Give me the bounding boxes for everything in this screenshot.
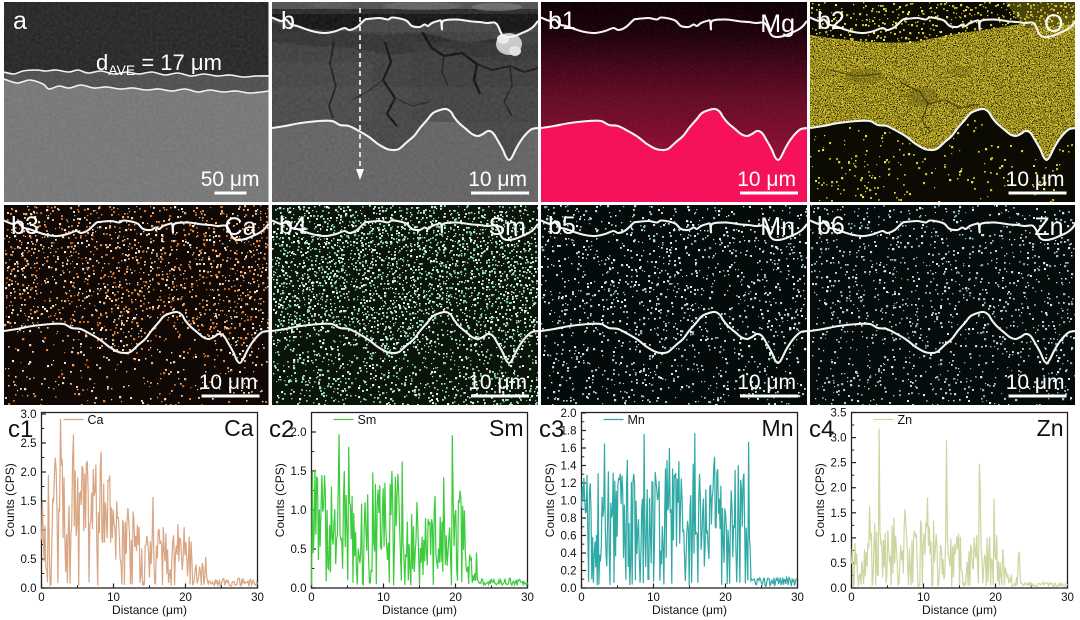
svg-text:Sm: Sm [489, 415, 524, 441]
svg-text:2.0: 2.0 [291, 427, 307, 439]
svg-text:0: 0 [848, 592, 854, 604]
svg-text:0.2: 0.2 [561, 566, 577, 578]
svg-text:10: 10 [107, 592, 120, 604]
svg-text:dAVE = 17 μm: dAVE = 17 μm [96, 50, 222, 78]
svg-text:0.5: 0.5 [831, 558, 847, 570]
svg-text:1.6: 1.6 [561, 443, 577, 455]
svg-text:20: 20 [989, 592, 1002, 604]
svg-text:1.8: 1.8 [561, 426, 577, 438]
svg-text:10: 10 [917, 592, 930, 604]
svg-text:0.0: 0.0 [831, 583, 847, 595]
svg-text:0.4: 0.4 [561, 548, 578, 560]
svg-text:Ca: Ca [225, 213, 257, 241]
svg-text:Zn: Zn [1037, 415, 1064, 441]
svg-text:30: 30 [1061, 592, 1074, 604]
svg-text:1.5: 1.5 [831, 508, 847, 520]
svg-text:0.8: 0.8 [561, 513, 577, 525]
svg-text:0.5: 0.5 [21, 554, 37, 566]
svg-text:10 μm: 10 μm [199, 371, 258, 394]
svg-text:1.5: 1.5 [291, 466, 307, 478]
svg-text:Mn: Mn [762, 415, 794, 441]
svg-text:1.5: 1.5 [21, 496, 37, 508]
svg-text:0.0: 0.0 [561, 583, 577, 595]
svg-text:1.2: 1.2 [561, 478, 577, 490]
svg-text:10: 10 [377, 592, 390, 604]
svg-text:2.0: 2.0 [561, 408, 577, 420]
svg-text:b5: b5 [548, 212, 576, 240]
svg-text:0.5: 0.5 [291, 544, 307, 556]
svg-text:Ca: Ca [88, 413, 104, 427]
svg-text:1.4: 1.4 [561, 461, 578, 473]
svg-text:30: 30 [521, 592, 534, 604]
svg-text:Zn: Zn [898, 413, 913, 427]
svg-text:10 μm: 10 μm [737, 168, 796, 191]
svg-text:Sm: Sm [488, 213, 526, 241]
svg-text:Counts (CPS): Counts (CPS) [3, 463, 17, 537]
svg-text:b4: b4 [279, 212, 307, 240]
svg-text:3.5: 3.5 [831, 408, 847, 420]
svg-text:2.0: 2.0 [21, 467, 37, 479]
svg-text:10 μm: 10 μm [737, 371, 796, 394]
svg-text:c2: c2 [269, 416, 294, 443]
svg-text:Distance (μm): Distance (μm) [382, 603, 457, 617]
svg-text:0: 0 [308, 592, 314, 604]
svg-text:1.0: 1.0 [21, 525, 37, 537]
svg-text:2.0: 2.0 [831, 483, 847, 495]
svg-text:Distance (μm): Distance (μm) [112, 603, 187, 617]
svg-text:2.5: 2.5 [21, 438, 37, 450]
svg-text:b1: b1 [548, 7, 576, 35]
svg-text:Ca: Ca [224, 415, 254, 441]
svg-text:0: 0 [38, 592, 44, 604]
svg-text:0.6: 0.6 [561, 531, 577, 543]
svg-text:Counts (CPS): Counts (CPS) [543, 463, 557, 537]
svg-text:Mn: Mn [628, 413, 645, 427]
svg-text:0.0: 0.0 [21, 583, 37, 595]
svg-text:Mg: Mg [760, 10, 795, 38]
svg-text:c3: c3 [539, 416, 564, 443]
svg-text:1.0: 1.0 [561, 496, 577, 508]
svg-text:Sm: Sm [358, 413, 377, 427]
svg-text:Distance (μm): Distance (μm) [652, 603, 727, 617]
svg-text:10 μm: 10 μm [468, 168, 527, 191]
svg-text:O: O [1044, 10, 1063, 38]
svg-text:a: a [13, 7, 27, 35]
svg-text:3.0: 3.0 [831, 433, 847, 445]
svg-text:20: 20 [719, 592, 732, 604]
svg-text:c4: c4 [809, 416, 834, 443]
svg-text:1.0: 1.0 [831, 533, 847, 545]
svg-text:b2: b2 [817, 7, 845, 35]
svg-text:10: 10 [647, 592, 660, 604]
svg-text:c1: c1 [8, 416, 33, 443]
svg-text:30: 30 [251, 592, 264, 604]
svg-text:10 μm: 10 μm [1005, 371, 1064, 394]
svg-text:20: 20 [179, 592, 192, 604]
svg-text:2.5: 2.5 [831, 458, 847, 470]
svg-text:1.0: 1.0 [291, 505, 307, 517]
svg-text:b6: b6 [817, 212, 845, 240]
svg-text:0: 0 [578, 592, 584, 604]
svg-text:Mn: Mn [760, 213, 795, 241]
svg-text:Zn: Zn [1034, 213, 1063, 241]
svg-text:Counts (CPS): Counts (CPS) [273, 463, 287, 537]
svg-text:Distance (μm): Distance (μm) [922, 603, 997, 617]
svg-text:10 μm: 10 μm [1005, 168, 1064, 191]
svg-text:b3: b3 [11, 212, 39, 240]
svg-text:10 μm: 10 μm [468, 371, 527, 394]
svg-text:30: 30 [791, 592, 804, 604]
svg-text:3.0: 3.0 [21, 409, 37, 421]
svg-text:b: b [281, 7, 295, 35]
svg-text:Counts (CPS): Counts (CPS) [813, 463, 827, 537]
svg-text:20: 20 [449, 592, 462, 604]
svg-text:0.0: 0.0 [291, 583, 307, 595]
svg-text:50 μm: 50 μm [201, 168, 260, 191]
